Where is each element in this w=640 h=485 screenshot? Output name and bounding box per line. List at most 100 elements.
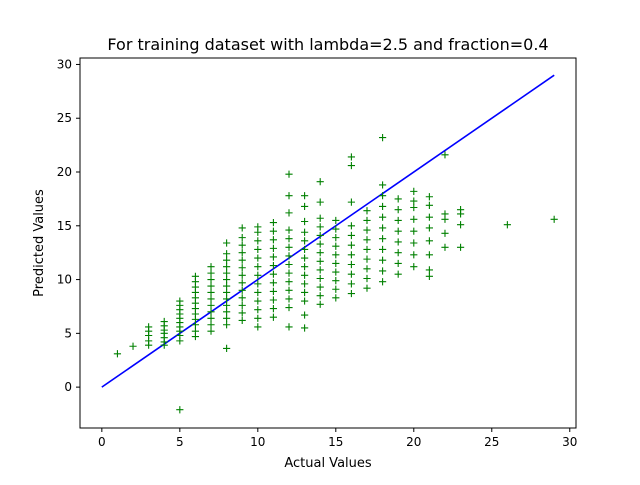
data-point	[363, 226, 371, 234]
reference-line	[101, 74, 555, 388]
data-point	[378, 256, 387, 264]
chart-title: For training dataset with lambda=2.5 and…	[107, 35, 548, 54]
data-point	[269, 296, 278, 304]
data-point	[332, 234, 340, 242]
data-point	[425, 224, 433, 232]
x-tick-label: 0	[98, 435, 106, 449]
data-point	[269, 279, 278, 287]
data-point	[378, 192, 387, 200]
data-point	[316, 231, 324, 240]
data-point	[285, 252, 293, 260]
data-point	[176, 406, 184, 414]
data-point	[269, 218, 278, 227]
data-point	[378, 202, 387, 211]
x-axis-ticks: 0 5 10 15 20 25 30	[98, 428, 577, 449]
data-point	[378, 245, 387, 254]
data-point	[332, 268, 340, 276]
data-point	[238, 309, 246, 317]
data-point	[394, 227, 402, 235]
data-point	[207, 295, 215, 303]
data-point	[410, 215, 418, 223]
y-axis-label: Predicted Values	[32, 189, 47, 297]
data-point	[254, 323, 262, 331]
data-point	[285, 323, 293, 331]
data-point	[347, 153, 355, 161]
data-point	[238, 301, 246, 309]
data-point	[332, 259, 340, 268]
y-tick-label: 30	[57, 57, 72, 71]
data-point	[254, 280, 262, 288]
data-point	[223, 256, 231, 264]
x-tick-label: 5	[176, 435, 184, 449]
data-point	[316, 283, 324, 291]
data-point	[301, 254, 309, 262]
y-tick-label: 15	[57, 219, 72, 233]
data-point	[207, 269, 215, 277]
data-point	[410, 197, 418, 205]
data-point	[332, 242, 340, 250]
data-point	[332, 285, 340, 293]
data-point	[285, 209, 293, 217]
data-point	[332, 277, 340, 285]
data-point	[207, 301, 215, 309]
data-point	[441, 243, 449, 251]
data-point	[285, 235, 293, 243]
data-point	[269, 305, 278, 313]
data-point	[238, 279, 246, 287]
data-point	[332, 216, 340, 225]
data-point	[425, 201, 433, 209]
data-point	[363, 207, 371, 215]
data-point	[363, 216, 371, 225]
data-point	[347, 161, 355, 170]
data-point	[176, 297, 184, 305]
data-point	[269, 227, 278, 235]
data-point	[301, 237, 309, 245]
data-point	[269, 270, 278, 278]
data-point	[456, 206, 465, 214]
data-point	[301, 297, 309, 305]
data-point	[223, 275, 231, 284]
data-point	[254, 263, 262, 271]
data-point	[285, 192, 293, 200]
data-point	[238, 249, 246, 257]
data-point	[254, 245, 262, 254]
data-point	[363, 255, 371, 263]
data-point	[363, 284, 371, 292]
data-point	[207, 275, 215, 284]
data-point	[301, 217, 309, 226]
y-tick-label: 10	[57, 273, 72, 287]
data-point	[301, 263, 309, 271]
data-point	[347, 198, 355, 206]
data-point	[550, 215, 558, 223]
data-point	[145, 323, 153, 331]
data-point	[301, 245, 309, 254]
data-point	[285, 278, 293, 286]
data-point	[301, 228, 309, 236]
data-point	[332, 251, 340, 259]
data-point	[301, 324, 309, 332]
data-point	[410, 187, 418, 195]
data-point	[378, 213, 387, 221]
data-point	[363, 274, 371, 283]
data-point	[285, 286, 293, 294]
data-point	[378, 181, 387, 189]
data-point	[238, 271, 246, 279]
data-point	[285, 170, 293, 178]
data-point	[207, 282, 215, 290]
plot-marks	[101, 74, 558, 414]
data-point	[269, 253, 278, 261]
data-point	[160, 317, 168, 326]
data-point	[316, 274, 324, 283]
data-point	[394, 206, 402, 214]
data-point	[394, 249, 402, 257]
data-point	[129, 342, 137, 350]
x-tick-label: 25	[484, 435, 499, 449]
data-point	[363, 265, 371, 273]
x-tick-label: 30	[562, 435, 577, 449]
data-point	[425, 251, 433, 259]
y-axis-ticks: 0 5 10 15 20 25 30	[57, 57, 80, 394]
data-point	[316, 178, 324, 186]
data-point	[301, 311, 309, 319]
data-point	[285, 226, 293, 234]
